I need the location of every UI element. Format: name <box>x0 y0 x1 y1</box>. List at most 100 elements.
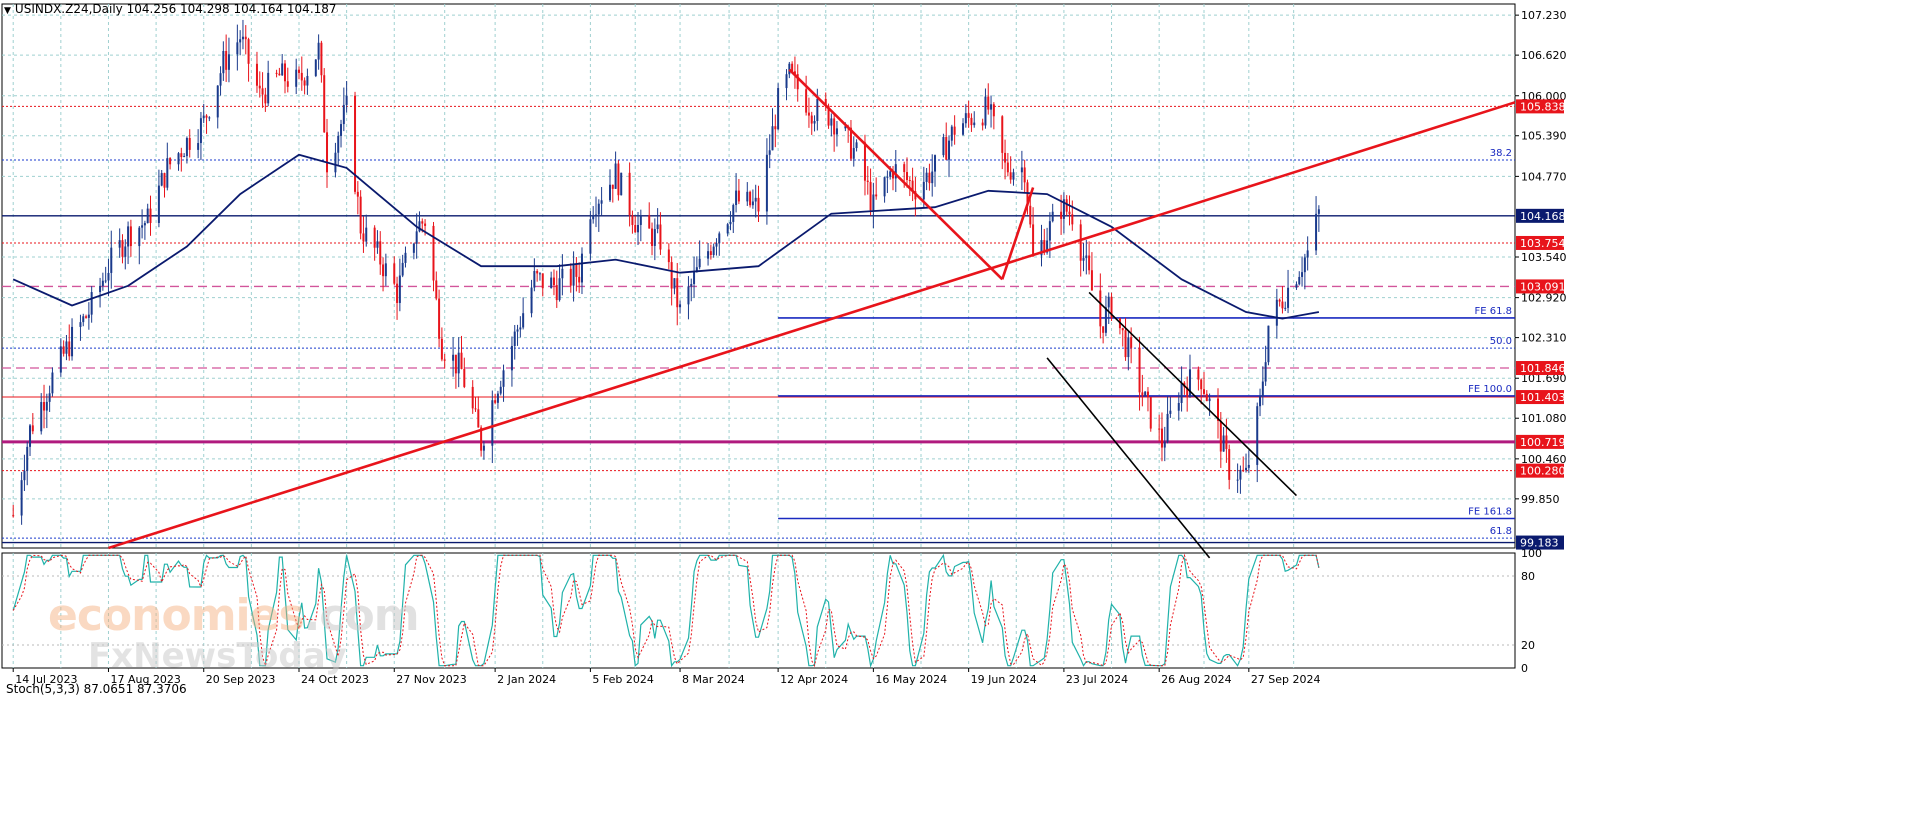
candle-up <box>852 148 855 159</box>
x-tick-label: 17 Aug 2023 <box>110 673 180 686</box>
candle-down <box>863 142 866 181</box>
candle-up <box>51 372 54 394</box>
candle-down <box>659 224 662 250</box>
candle-down <box>225 51 228 70</box>
candle-down <box>1160 428 1163 448</box>
candle-up <box>510 345 513 371</box>
candle-up <box>197 143 200 150</box>
candle-down <box>1278 299 1281 302</box>
candle-down <box>362 233 365 242</box>
candle-down <box>905 172 908 180</box>
candle-down <box>1219 420 1222 452</box>
candle-up <box>208 117 211 119</box>
moving-average-line <box>12 153 1320 320</box>
candle-down <box>737 190 740 202</box>
candle-up <box>962 123 965 135</box>
price-badge <box>1516 279 1564 294</box>
candle-up <box>199 118 202 144</box>
candle-up <box>216 85 219 118</box>
candle-down <box>1043 240 1046 253</box>
candle-down <box>258 85 261 89</box>
price-badge <box>1516 361 1564 376</box>
candle-up <box>614 163 617 189</box>
y-tick-label: 102.920 <box>1521 292 1567 305</box>
candle-down <box>569 268 572 286</box>
candle-down <box>31 425 34 432</box>
candle-up <box>883 177 886 197</box>
candle-up <box>20 480 23 516</box>
x-tick-label: 19 Jun 2024 <box>971 673 1037 686</box>
candle-down <box>1068 211 1071 215</box>
fib-level-label: FE 100.0 <box>1468 384 1512 395</box>
candle-up <box>673 278 676 289</box>
candle-down <box>62 346 65 354</box>
fib-level-label: 50.0 <box>1490 336 1512 347</box>
candle-down <box>1090 270 1093 291</box>
price-badge <box>1516 208 1564 223</box>
collapse-triangle-icon[interactable]: ▼ <box>4 6 11 16</box>
candle-down <box>286 81 289 87</box>
candle-up <box>1144 391 1147 396</box>
candle-up <box>522 313 525 328</box>
candle-down <box>875 194 878 197</box>
candle-down <box>827 105 830 126</box>
candle-up <box>707 251 710 259</box>
candle-up <box>365 227 368 242</box>
candle-up <box>889 171 892 177</box>
candle-up <box>219 73 222 86</box>
candle-up <box>754 197 757 202</box>
trendline-rising-support <box>108 101 1516 550</box>
price-panel <box>1 3 1516 549</box>
candle-up <box>637 224 640 233</box>
x-tick-label: 24 Oct 2023 <box>301 673 369 686</box>
candle-down <box>1228 449 1231 480</box>
candle-up <box>726 224 729 234</box>
candle-down <box>264 94 267 104</box>
candle-up <box>1256 406 1259 465</box>
stoch-y-tick-label: 80 <box>1521 570 1535 583</box>
x-tick-label: 27 Sep 2024 <box>1251 673 1321 686</box>
candle-down <box>757 197 760 212</box>
price-badge-label: 103.754 <box>1520 237 1566 250</box>
stochastic-header: Stoch(5,3,3) 87.0651 87.3706 <box>6 682 187 696</box>
candle-down <box>356 191 359 197</box>
candle-up <box>519 327 522 330</box>
candle-up <box>1245 467 1248 471</box>
candle-up <box>1317 209 1320 214</box>
stoch-y-tick-label: 100 <box>1521 547 1542 560</box>
candle-down <box>1006 162 1009 173</box>
candle-up <box>1107 296 1110 308</box>
candle-down <box>297 69 300 73</box>
candle-down <box>180 153 183 158</box>
candle-up <box>934 155 937 172</box>
candle-down <box>903 164 906 173</box>
candle-up <box>110 247 113 273</box>
candle-up <box>241 36 244 40</box>
candle-up <box>48 393 51 402</box>
candle-up <box>835 128 838 135</box>
candle-up <box>600 200 603 204</box>
candle-up <box>104 280 107 282</box>
candle-up <box>931 171 934 184</box>
candle-up <box>146 208 149 224</box>
price-badge <box>1516 463 1564 478</box>
candle-up <box>1040 240 1043 256</box>
chart-header: ▼ USINDX.Z24,Daily 104.256 104.298 104.16… <box>4 2 337 16</box>
candle-down <box>261 88 264 95</box>
candle-down <box>981 122 984 126</box>
candle-up <box>340 124 343 136</box>
candle-down <box>68 341 71 357</box>
candle-down <box>169 158 172 165</box>
candle-up <box>751 201 754 206</box>
candle-down <box>12 515 15 517</box>
candle-down <box>275 72 278 74</box>
x-tick-label: 26 Aug 2024 <box>1161 673 1231 686</box>
candle-down <box>648 215 651 229</box>
candle-down <box>440 338 443 360</box>
candle-up <box>418 221 421 232</box>
candle-down <box>541 273 544 289</box>
x-tick-label: 14 Jul 2023 <box>15 673 77 686</box>
candle-up <box>90 292 93 315</box>
candle-up <box>1315 213 1318 251</box>
